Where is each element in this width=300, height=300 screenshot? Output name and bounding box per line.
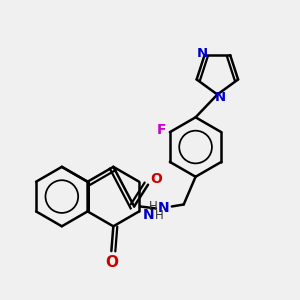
Text: F: F: [157, 123, 167, 137]
Text: N: N: [215, 91, 226, 104]
Text: N: N: [158, 202, 170, 215]
Text: O: O: [150, 172, 162, 186]
Text: H: H: [154, 209, 163, 222]
Text: O: O: [105, 255, 118, 270]
Text: N: N: [143, 208, 155, 222]
Text: N: N: [197, 46, 208, 60]
Text: H: H: [148, 200, 157, 213]
